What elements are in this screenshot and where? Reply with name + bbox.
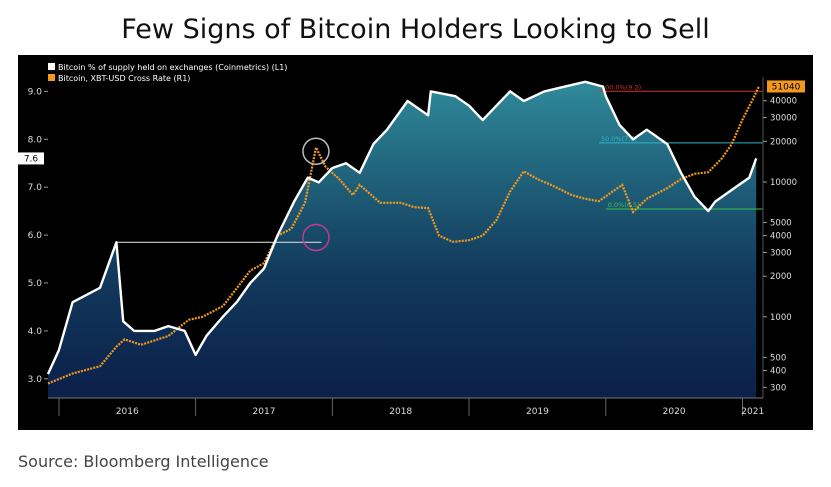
left-tick-label-3: 6.0 [28, 231, 43, 241]
left-current-label: 7.6 [24, 154, 39, 164]
right-current-badge [767, 80, 805, 93]
annotation-circle-holdings [302, 223, 330, 252]
x-tick-label-0: 2016 [116, 407, 139, 417]
fib-line-100-label: 100.0%(9.2) [601, 83, 641, 91]
legend-swatch-exchange [48, 63, 55, 70]
x-tick-label-1: 2017 [253, 407, 276, 417]
left-tick-label-4: 5.0 [28, 279, 43, 289]
x-tick-label-5: 2021 [741, 407, 764, 417]
chart: 100.0%(9.2) 50.0%(7.6) 0.0%(6.5) 9.0 8.0 7.0 6… [18, 55, 813, 430]
chart-title: Few Signs of Bitcoin Holders Looking to … [121, 14, 710, 45]
legend-entry-exchange: Bitcoin % of supply held on exchanges (C… [58, 63, 287, 72]
right-tick-label-0: 40000 [770, 97, 797, 107]
exchange-area [48, 81, 757, 399]
right-tick-label-5: 4000 [770, 232, 792, 242]
left-tick-label-2: 7.0 [28, 183, 43, 193]
right-tick-label-7: 2000 [770, 272, 792, 282]
right-tick-label-1: 30000 [770, 114, 797, 124]
legend-entry-price: Bitcoin, XBT-USD Cross Rate (R1) [58, 74, 190, 83]
exchange-line [46, 80, 758, 375]
right-current-label: 51040 [772, 82, 801, 92]
left-tick-label-5: 4.0 [28, 327, 43, 337]
legend-swatch-price [48, 74, 55, 81]
right-tick-label-9: 500 [770, 353, 786, 363]
annotation-circle-price-peak [302, 137, 330, 166]
left-tick-label-6: 3.0 [28, 375, 43, 385]
right-tick-label-3: 10000 [770, 178, 797, 188]
fib-line-50-label: 50.0%(7.6) [601, 135, 637, 143]
x-tick-label-4: 2020 [663, 407, 686, 417]
right-tick-label-6: 3000 [770, 248, 792, 258]
right-tick-label-11: 300 [770, 383, 786, 393]
right-tick-label-10: 400 [770, 366, 786, 376]
left-current-badge [18, 152, 44, 165]
left-tick-label-1: 8.0 [28, 135, 43, 145]
x-tick-label-2: 2018 [389, 407, 412, 417]
right-tick-label-4: 5000 [770, 219, 792, 229]
fib-line-0-label: 0.0%(6.5) [608, 201, 640, 209]
source-note: Source: Bloomberg Intelligence [18, 452, 269, 471]
chart-legend: Bitcoin % of supply held on exchanges (C… [48, 63, 287, 83]
right-tick-label-8: 1000 [770, 313, 792, 323]
left-tick-label-0: 9.0 [28, 87, 43, 97]
price-line [47, 86, 760, 385]
x-tick-label-3: 2019 [526, 407, 549, 417]
right-tick-label-2: 20000 [770, 137, 797, 147]
